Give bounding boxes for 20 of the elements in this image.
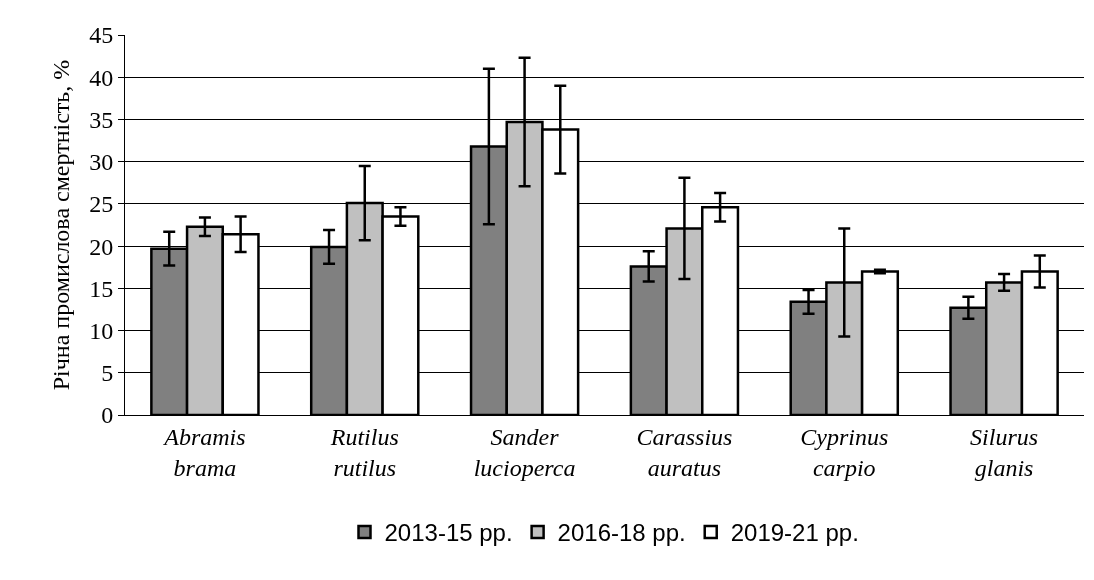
y-tick-label: 10 xyxy=(89,317,114,344)
y-tick-label: 30 xyxy=(89,149,114,176)
y-tick-label: 45 xyxy=(89,22,114,49)
y-tick-label: 5 xyxy=(101,360,114,387)
y-tick-label: 35 xyxy=(89,106,114,133)
legend-label: 2016-18 рр. xyxy=(557,519,686,547)
x-tick-label: Sander lucioperca xyxy=(473,423,576,481)
x-tick-label: Abramis brama xyxy=(162,423,246,481)
y-tick-label: 0 xyxy=(101,402,114,429)
legend-label: 2013-15 рр. xyxy=(384,519,513,547)
y-tick-label: 25 xyxy=(89,191,114,218)
x-tick-label: Rutilus rutilus xyxy=(329,423,399,481)
x-tick-label: Carassius auratus xyxy=(636,423,733,481)
y-tick-label: 15 xyxy=(89,275,114,302)
x-tick-label: Silurus glanis xyxy=(970,423,1039,481)
y-tick-label: 20 xyxy=(89,233,114,260)
y-tick-label: 40 xyxy=(89,64,114,91)
x-tick-label: Cyprinus carpio xyxy=(800,423,889,481)
y-axis-title: Річна промислова смертність, % xyxy=(48,59,75,391)
legend-label: 2019-21 рр. xyxy=(730,519,859,547)
